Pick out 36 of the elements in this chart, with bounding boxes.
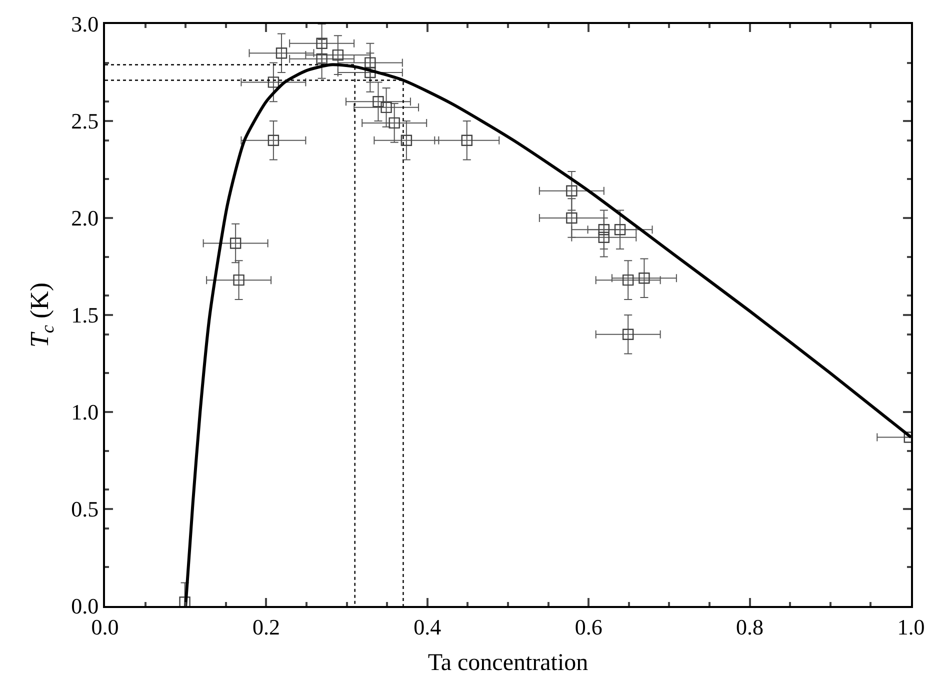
point <box>233 274 244 286</box>
point <box>268 76 280 88</box>
y-tick-label: 2.0 <box>71 206 99 231</box>
point <box>179 596 190 606</box>
point <box>622 328 634 340</box>
point <box>364 57 376 68</box>
x-tick-label: 0.4 <box>414 614 442 640</box>
y-tick-label: 1.0 <box>71 400 99 425</box>
point <box>388 117 400 129</box>
x-tick-label: 0.2 <box>252 614 280 640</box>
x-tick-label: 0.6 <box>574 614 602 640</box>
point <box>364 66 376 78</box>
point <box>566 212 578 224</box>
point <box>380 102 392 114</box>
point <box>638 272 650 284</box>
point <box>598 224 610 236</box>
point <box>598 232 610 243</box>
point <box>316 38 328 49</box>
point <box>566 185 578 196</box>
point <box>316 53 328 65</box>
point <box>372 96 384 108</box>
x-tick-label: 1.0 <box>897 614 925 640</box>
point <box>230 238 242 249</box>
y-tick-label: 0.5 <box>71 496 99 522</box>
x-tick-label: 0.8 <box>736 614 764 640</box>
y-tick-label: 1.5 <box>71 302 99 328</box>
point <box>461 134 472 146</box>
point <box>276 48 288 59</box>
x-axis-title: Ta concentration <box>428 650 588 676</box>
point <box>400 134 412 146</box>
point <box>332 49 344 61</box>
point <box>614 224 626 236</box>
point <box>268 134 280 146</box>
y-tick-label: 3.0 <box>71 12 99 37</box>
y-tick-label: 2.5 <box>71 108 99 134</box>
point <box>622 274 634 286</box>
